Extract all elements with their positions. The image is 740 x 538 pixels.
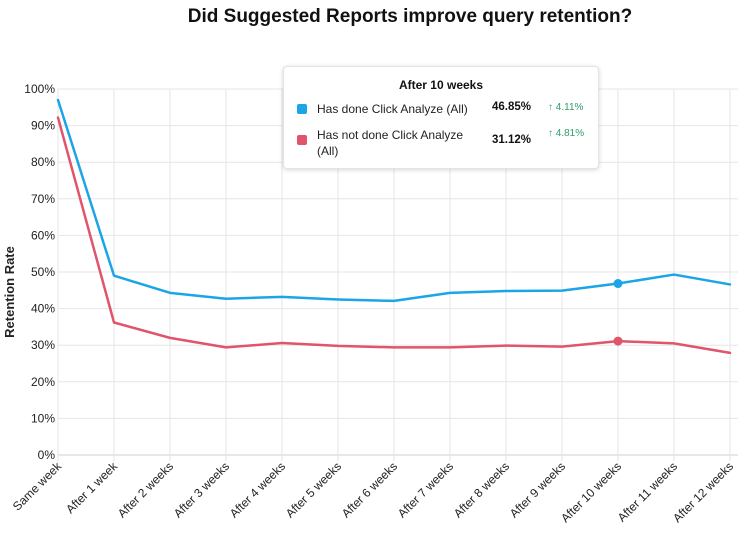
data-point[interactable] xyxy=(447,290,453,296)
y-axis-label: Retention Rate xyxy=(2,246,17,338)
data-point[interactable] xyxy=(55,97,61,103)
highlight-marker xyxy=(613,279,623,289)
data-point[interactable] xyxy=(391,298,397,304)
y-tick-label: 70% xyxy=(31,192,55,206)
data-point[interactable] xyxy=(447,344,453,350)
data-point[interactable] xyxy=(559,288,565,294)
data-point[interactable] xyxy=(55,115,61,121)
y-tick-label: 50% xyxy=(31,265,55,279)
data-point[interactable] xyxy=(671,272,677,278)
chart-title: Did Suggested Reports improve query rete… xyxy=(187,6,633,27)
x-tick-label: Same week xyxy=(10,459,65,514)
x-tick-label: After 8 weeks xyxy=(451,459,512,520)
data-point[interactable] xyxy=(727,281,733,287)
tooltip-series-name: Has not done Click Analyze (All) xyxy=(317,128,464,158)
y-tick-label: 30% xyxy=(31,338,55,352)
data-point[interactable] xyxy=(335,343,341,349)
data-point[interactable] xyxy=(335,296,341,302)
data-point[interactable] xyxy=(727,350,733,356)
y-tick-label: 60% xyxy=(31,228,55,242)
data-point[interactable] xyxy=(223,344,229,350)
data-point[interactable] xyxy=(111,320,117,326)
data-point[interactable] xyxy=(111,273,117,279)
x-tick-label: After 6 weeks xyxy=(339,459,400,520)
x-tick-label: After 4 weeks xyxy=(227,459,288,520)
y-tick-label: 40% xyxy=(31,302,55,316)
highlight-marker xyxy=(613,336,623,346)
tooltip-series-value: 31.12% xyxy=(492,134,532,146)
data-point[interactable] xyxy=(671,340,677,346)
y-tick-label: 10% xyxy=(31,411,55,425)
data-point[interactable] xyxy=(503,343,509,349)
x-tick-label: After 1 week xyxy=(63,459,121,517)
tooltip-series-value: 46.85% xyxy=(492,101,532,113)
data-point[interactable] xyxy=(167,335,173,341)
x-tick-label: After 9 weeks xyxy=(507,459,568,520)
series-1-swatch xyxy=(297,104,307,114)
x-tick-label: After 2 weeks xyxy=(115,459,176,520)
tooltip-series-change: ↑ 4.11% xyxy=(548,102,584,113)
tooltip-series-change: ↑ 4.81% xyxy=(548,128,585,139)
x-tick-label: After 7 weeks xyxy=(395,459,456,520)
y-tick-label: 20% xyxy=(31,375,55,389)
y-tick-label: 90% xyxy=(31,119,55,133)
y-tick-label: 100% xyxy=(24,82,55,96)
tooltip-title: After 10 weeks xyxy=(398,78,484,92)
data-point[interactable] xyxy=(559,344,565,350)
data-point[interactable] xyxy=(279,340,285,346)
data-point[interactable] xyxy=(391,344,397,350)
x-tick-label: After 3 weeks xyxy=(171,459,232,520)
data-point[interactable] xyxy=(223,296,229,302)
y-tick-label: 80% xyxy=(31,155,55,169)
chart-tooltip: After 10 weeks Has done Click Analyze (A… xyxy=(283,66,599,169)
series-2-swatch xyxy=(297,135,307,145)
y-tick-label: 0% xyxy=(38,448,56,462)
x-tick-label: After 5 weeks xyxy=(283,459,344,520)
data-point[interactable] xyxy=(279,294,285,300)
data-point[interactable] xyxy=(503,288,509,294)
data-point[interactable] xyxy=(167,290,173,296)
tooltip-series-name: Has done Click Analyze (All) xyxy=(317,102,468,116)
